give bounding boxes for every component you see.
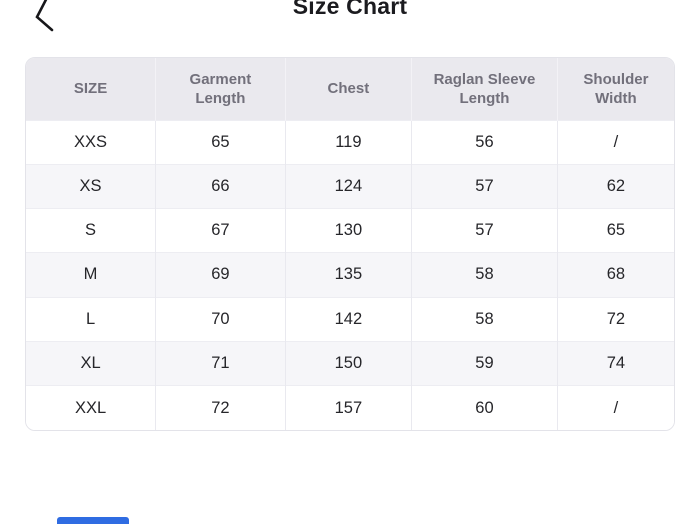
bottom-accent-bar [57,517,129,524]
table-cell: / [556,119,674,165]
table-header-row: SIZE Garment Length Chest Raglan Sleeve … [26,58,674,120]
table-cell: 68 [556,252,674,298]
table-row-xxs: XXS 65 119 56 / [26,119,674,165]
page-title: Size Chart [292,0,408,19]
table-cell: 56 [411,119,558,165]
table-cell: 70 [155,296,286,342]
table-cell: 142 [284,296,412,342]
table-row-xs: XS 66 124 57 62 [26,163,674,209]
table-cell: 69 [155,252,286,298]
size-chart-table: SIZE Garment Length Chest Raglan Sleeve … [25,57,675,431]
table-row-xxl: XXL 72 157 60 / [26,385,674,430]
table-cell: L [26,296,156,342]
table-cell: 74 [556,340,674,386]
table-cell: / [556,385,674,430]
table-cell: 67 [155,208,286,253]
table-cell: 150 [284,340,412,386]
table-cell: 130 [284,208,412,253]
table-cell: 124 [284,163,412,209]
table-cell: 119 [284,119,412,165]
table-cell: 58 [411,252,558,298]
table-cell: 57 [411,208,558,253]
table-cell: 57 [411,163,558,209]
table-cell: S [26,208,156,253]
table-cell: 65 [155,119,286,165]
table-cell: 62 [556,163,674,209]
table-row-m: M 69 135 58 68 [26,252,674,298]
table-cell: M [26,252,156,298]
table-cell: XL [26,340,156,386]
table-cell: XXL [26,385,156,430]
column-header-chest: Chest [284,58,412,120]
column-header-size: SIZE [26,58,156,120]
table-row-l: L 70 142 58 72 [26,296,674,342]
table-cell: 58 [411,296,558,342]
top-nav-bar: Size Chart [0,0,700,34]
table-cell: 72 [155,385,286,430]
table-row-s: S 67 130 57 65 [26,208,674,253]
chevron-left-icon [28,0,64,37]
table-row-xl: XL 71 150 59 74 [26,340,674,386]
table-cell: 157 [284,385,412,430]
table-cell: 59 [411,340,558,386]
table-cell: XXS [26,119,156,165]
table-cell: 72 [556,296,674,342]
table-cell: 71 [155,340,286,386]
column-header-shoulder-width: Shoulder Width [556,58,674,120]
back-button[interactable] [28,0,64,34]
column-header-raglan-sleeve-length: Raglan Sleeve Length [411,58,558,120]
table-cell: 135 [284,252,412,298]
table-cell: 60 [411,385,558,430]
table-cell: 66 [155,163,286,209]
table-cell: XS [26,163,156,209]
column-header-garment-length: Garment Length [155,58,286,120]
table-cell: 65 [556,208,674,253]
